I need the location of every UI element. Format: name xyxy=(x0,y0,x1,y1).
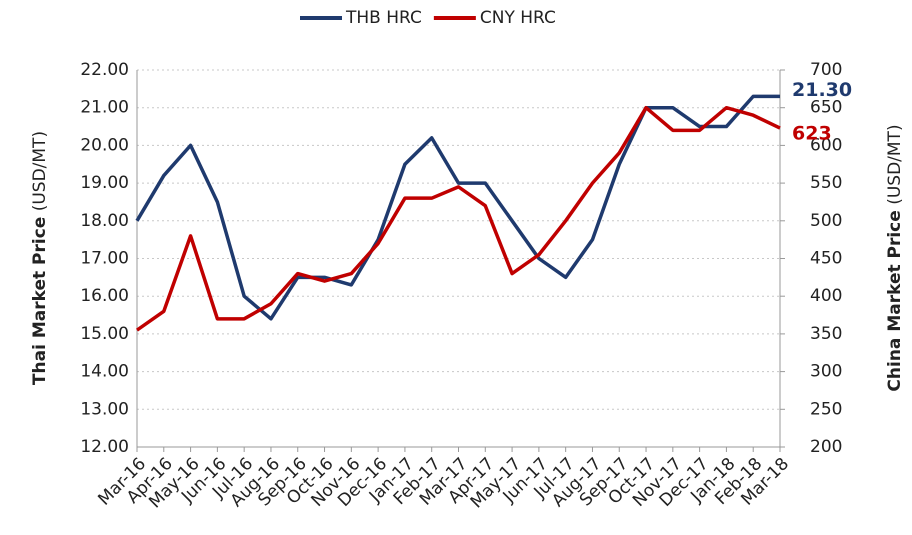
series-line xyxy=(135,94,780,321)
y-tick-label: 17.00 xyxy=(80,249,129,269)
y-axis-label-unit: (USD/MT) xyxy=(30,131,50,211)
y2-tick-label: 250 xyxy=(810,399,842,419)
y2-tick-label: 300 xyxy=(810,362,842,382)
series-line xyxy=(135,105,781,332)
y2-tick-label: 650 xyxy=(810,98,842,118)
y2-tick-label: 500 xyxy=(810,211,842,231)
end-value-label: 21.30 xyxy=(792,79,852,101)
y2-tick-label: 350 xyxy=(810,324,842,344)
y-tick-label: 16.00 xyxy=(80,286,129,306)
y2-tick-label: 450 xyxy=(810,249,842,269)
y2-tick-label: 550 xyxy=(810,173,842,193)
y-axis-label: Thai Market Price (USD/MT) xyxy=(30,131,50,385)
y-tick-label: 13.00 xyxy=(80,399,129,419)
y2-axis-label: China Market Price (USD/MT) xyxy=(885,124,905,391)
y-tick-label: 22.00 xyxy=(80,60,129,80)
y-tick-label: 15.00 xyxy=(80,324,129,344)
y-tick-label: 19.00 xyxy=(80,173,129,193)
legend-label: THB HRC xyxy=(345,8,422,28)
y2-tick-label: 700 xyxy=(810,60,842,80)
y2-tick-label: 200 xyxy=(810,437,842,457)
end-value-label: 623 xyxy=(792,123,832,145)
y2-axis-label-unit: (USD/MT) xyxy=(885,124,905,204)
y-tick-label: 21.00 xyxy=(80,98,129,118)
y-tick-label: 14.00 xyxy=(80,362,129,382)
legend-label: CNY HRC xyxy=(480,8,556,28)
y-tick-label: 20.00 xyxy=(80,135,129,155)
y2-tick-label: 400 xyxy=(810,286,842,306)
y-tick-label: 12.00 xyxy=(80,437,129,457)
y2-axis-label-main: China Market Price xyxy=(885,210,905,391)
y-axis-label-main: Thai Market Price xyxy=(30,217,50,385)
y-tick-label: 18.00 xyxy=(80,211,129,231)
y2-tick-label: 600 xyxy=(810,135,842,155)
